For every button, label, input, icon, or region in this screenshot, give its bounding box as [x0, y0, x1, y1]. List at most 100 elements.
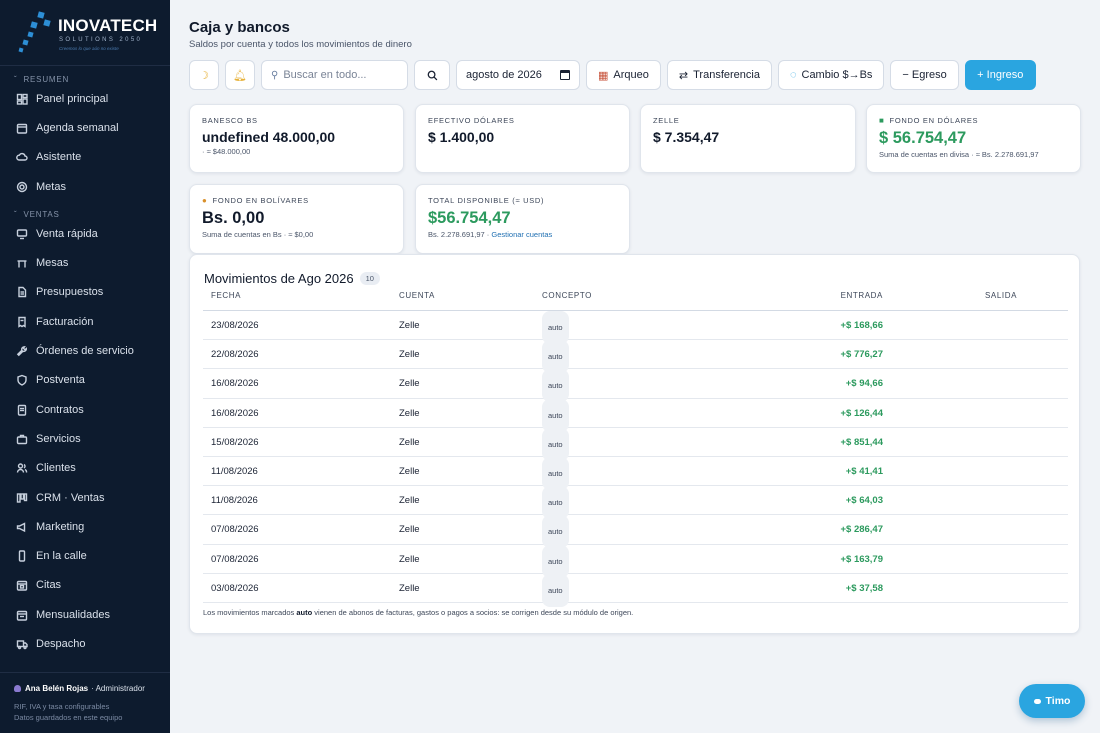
- cell-entrada: +$ 286,47: [840, 524, 883, 536]
- nav-section-title: ˇ RESUMEN: [14, 75, 70, 84]
- sidebar-item-en-la-calle[interactable]: En la calle: [0, 541, 170, 570]
- assistant-chat-button[interactable]: Timo: [1019, 684, 1085, 718]
- notifications-button[interactable]: 🔔︎: [225, 60, 255, 90]
- cell-fecha: 23/08/2026: [211, 320, 259, 331]
- col-entrada[interactable]: ENTRADA: [840, 291, 883, 300]
- sidebar-item-mensualidades[interactable]: Mensualidades: [0, 600, 170, 629]
- sidebar-item-label: Postventa: [36, 374, 85, 387]
- cell-fecha: 03/08/2026: [211, 582, 259, 594]
- megaphone-icon: [16, 521, 28, 533]
- table-row[interactable]: 11/08/2026 Zelle auto +$ 64,03: [203, 486, 1068, 520]
- col-concepto[interactable]: CONCEPTO: [542, 291, 592, 300]
- auto-badge: auto: [542, 457, 569, 490]
- sidebar-item-label: CRM · Ventas: [36, 491, 105, 504]
- account-card-banesco[interactable]: BANESCO BS undefined 48.000,00 · ≈ $48.0…: [189, 104, 404, 173]
- sidebar-item-citas[interactable]: Citas: [0, 571, 170, 600]
- auto-badge: auto: [542, 398, 569, 432]
- transfer-button[interactable]: ⇄ Transferencia: [666, 60, 772, 90]
- cell-cuenta: Zelle: [399, 349, 420, 361]
- sidebar-item-despacho[interactable]: Despacho: [0, 629, 170, 658]
- sidebar-nav: ˇ RESUMEN Panel principal Agenda semanal Asi…: [0, 66, 170, 672]
- card-value: undefined 48.000,00: [202, 129, 336, 145]
- sidebar-item-agenda-semanal[interactable]: Agenda semanal: [0, 113, 170, 142]
- cell-fecha: 22/08/2026: [211, 349, 259, 361]
- sidebar-item-facturacion[interactable]: Facturación: [0, 307, 170, 336]
- movements-title: Movimientos de Ago 2026: [204, 271, 354, 286]
- table-row[interactable]: 07/08/2026 Zelle auto +$ 286,47: [203, 515, 1068, 549]
- collapse-icon[interactable]: ˇ: [14, 210, 18, 220]
- sidebar-item-ordenes-de-servicio[interactable]: Órdenes de servicio: [0, 336, 170, 365]
- arqueo-button[interactable]: ▦ Arqueo: [586, 60, 661, 90]
- calendar-icon: [560, 70, 570, 80]
- sidebar-item-label: Clientes: [36, 462, 76, 475]
- brand-sub: SOLUTIONS 2050: [59, 37, 143, 43]
- dashboard-icon: [16, 93, 28, 105]
- sidebar-item-servicios[interactable]: Servicios: [0, 424, 170, 453]
- sidebar-item-asistente[interactable]: Asistente: [0, 143, 170, 172]
- sidebar-item-marketing[interactable]: Marketing: [0, 512, 170, 541]
- dark-mode-button[interactable]: ☽: [189, 60, 219, 90]
- card-value: Bs. 0,00: [202, 209, 265, 227]
- account-card-efectivo[interactable]: EFECTIVO DÓLARES $ 1.400,00: [415, 104, 630, 173]
- ingreso-label: + Ingreso: [977, 69, 1024, 81]
- account-card-zelle[interactable]: ZELLE $ 7.354,47: [640, 104, 856, 173]
- sidebar-item-postventa[interactable]: Postventa: [0, 366, 170, 395]
- cell-entrada: +$ 168,66: [840, 320, 883, 331]
- table-row[interactable]: 22/08/2026 Zelle auto +$ 776,27: [203, 340, 1068, 374]
- nav-section-title: ˇ VENTAS: [14, 210, 60, 220]
- col-cuenta[interactable]: CUENTA: [399, 291, 435, 300]
- sidebar-item-contratos[interactable]: Contratos: [0, 395, 170, 424]
- transfer-label: Transferencia: [693, 69, 760, 81]
- movements-count-badge: 10: [359, 272, 380, 285]
- auto-badge: auto: [542, 486, 569, 520]
- moon-icon: ☽: [199, 69, 209, 82]
- money-icon: ■: [879, 116, 885, 125]
- exchange-button[interactable]: ◌ Cambio $→Bs: [777, 60, 885, 90]
- cell-cuenta: Zelle: [399, 553, 420, 565]
- table-row[interactable]: 03/08/2026 Zelle auto +$ 37,58: [203, 573, 1068, 607]
- card-label: EFECTIVO DÓLARES: [428, 116, 515, 125]
- sidebar-item-panel-principal[interactable]: Panel principal: [0, 84, 170, 113]
- document-icon: [16, 286, 28, 298]
- month-picker[interactable]: agosto de 2026: [456, 60, 580, 90]
- table-row[interactable]: 16/08/2026 Zelle auto +$ 94,66: [203, 369, 1068, 403]
- movements-panel: Movimientos de Ago 2026 10 FECHA CUENTA …: [189, 254, 1080, 634]
- cell-fecha: 07/08/2026: [211, 553, 259, 565]
- ingreso-button[interactable]: + Ingreso: [964, 60, 1036, 90]
- manage-accounts-link[interactable]: Gestionar cuentas: [491, 230, 553, 239]
- cell-fecha: 07/08/2026: [211, 524, 259, 536]
- auto-badge: auto: [542, 573, 569, 607]
- sidebar-item-label: Órdenes de servicio: [36, 345, 134, 358]
- auto-badge: auto: [542, 311, 569, 344]
- sidebar-item-metas[interactable]: Metas: [0, 172, 170, 201]
- auto-badge: auto: [542, 340, 569, 374]
- sidebar-item-label: Presupuestos: [36, 286, 104, 299]
- search-input[interactable]: ⚲ Buscar en todo...: [261, 60, 408, 90]
- sidebar-item-label: Facturación: [36, 315, 94, 328]
- table-row[interactable]: 16/08/2026 Zelle auto +$ 126,44: [203, 398, 1068, 432]
- collapse-icon[interactable]: ˇ: [14, 75, 18, 84]
- current-user[interactable]: Ana Belén Rojas · Administrador: [14, 684, 170, 693]
- col-salida[interactable]: SALIDA: [985, 291, 1018, 300]
- user-role: · Administrador: [91, 684, 145, 693]
- sidebar-item-venta-rapida[interactable]: Venta rápida: [0, 219, 170, 248]
- sidebar-item-presupuestos[interactable]: Presupuestos: [0, 278, 170, 307]
- sidebar-item-label: Mesas: [36, 257, 69, 270]
- fund-card-usd: ■ FONDO EN DÓLARES $ 56.754,47 Suma de cu…: [866, 104, 1081, 173]
- card-value: $ 7.354,47: [653, 129, 720, 145]
- table-row[interactable]: 23/08/2026 Zelle auto +$ 168,66: [203, 311, 1068, 344]
- search-button[interactable]: [414, 60, 450, 90]
- brand-logo[interactable]: INOVATECH SOLUTIONS 2050 Creemos lo que …: [0, 0, 170, 66]
- table-row[interactable]: 15/08/2026 Zelle auto +$ 851,44: [203, 427, 1068, 461]
- sidebar-item-crm-ventas[interactable]: CRM · Ventas: [0, 483, 170, 512]
- sidebar-item-mesas[interactable]: Mesas: [0, 248, 170, 277]
- egreso-button[interactable]: − Egreso: [890, 60, 959, 90]
- briefcase-icon: [16, 433, 28, 445]
- table-row[interactable]: 11/08/2026 Zelle auto +$ 41,41: [203, 457, 1068, 490]
- sidebar-item-label: Panel principal: [36, 92, 109, 105]
- main-content: Caja y bancos Saldos por cuenta y todos …: [170, 0, 1100, 733]
- table-row[interactable]: 07/08/2026 Zelle auto +$ 163,79: [203, 544, 1068, 578]
- col-fecha[interactable]: FECHA: [211, 291, 242, 300]
- cell-entrada: +$ 94,66: [845, 378, 883, 390]
- sidebar-item-clientes[interactable]: Clientes: [0, 454, 170, 483]
